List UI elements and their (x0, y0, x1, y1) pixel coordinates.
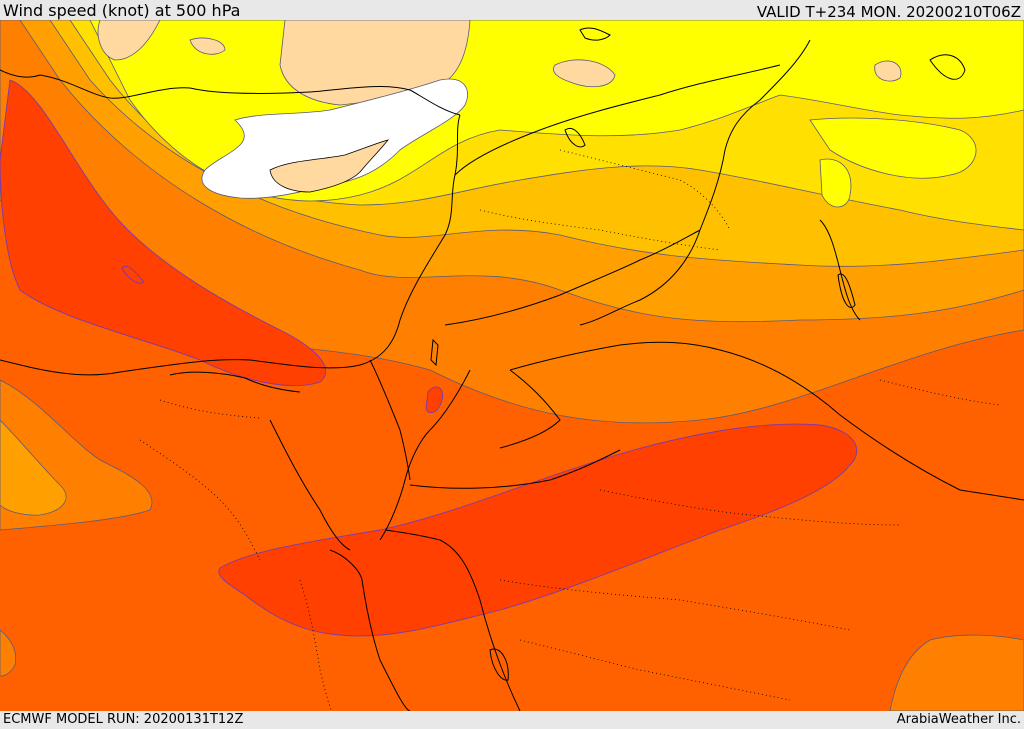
white-core (201, 78, 468, 199)
yellow-patch-east (809, 117, 977, 179)
internal-boundaries (139, 149, 1001, 711)
jet-patch-deadsea (425, 386, 444, 414)
jet-west (0, 79, 326, 387)
islands-lakes (169, 27, 966, 681)
model-run-label: ECMWF MODEL RUN: 20200131T12Z (3, 712, 244, 727)
jet-patch-small (121, 265, 145, 284)
jet-south (218, 423, 858, 637)
yellow-patch-gulf (819, 158, 852, 208)
coastlines (0, 69, 861, 711)
tan-cyprus (269, 139, 390, 193)
orange-patch-sw (0, 629, 17, 677)
credit-label: ArabiaWeather Inc. (896, 712, 1021, 727)
footer-bar: ECMWF MODEL RUN: 20200131T12Z ArabiaWeat… (0, 711, 1024, 729)
map-title: Wind speed (knot) at 500 hPa (3, 1, 241, 20)
orange-patch-se (889, 634, 1024, 711)
wind-speed-map (0, 20, 1024, 711)
valid-time: VALID T+234 MON. 20200210T06Z (756, 3, 1021, 21)
tan-nw (97, 20, 161, 61)
tan-east-1 (553, 59, 616, 88)
tan-east-2 (874, 60, 902, 82)
borders (369, 39, 1024, 501)
orange-patch-libya (0, 419, 67, 516)
header-bar: Wind speed (knot) at 500 hPa VALID T+234… (0, 0, 1024, 20)
tan-west (189, 37, 226, 55)
